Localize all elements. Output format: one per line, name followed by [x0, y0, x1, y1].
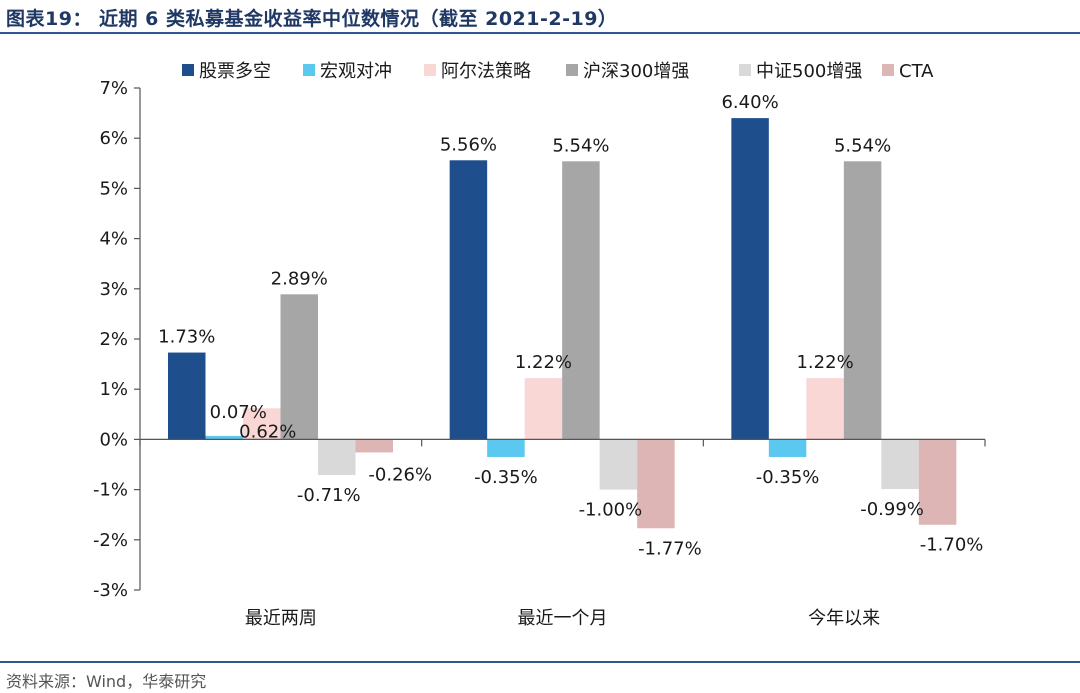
bar	[168, 352, 206, 440]
bar-value-label: 5.56%	[440, 134, 497, 155]
legend-label: 中证500增强	[756, 61, 862, 82]
y-tick-label: -3%	[93, 580, 128, 601]
bar-value-label: -1.70%	[920, 535, 984, 556]
y-tick-label: 5%	[99, 178, 128, 199]
bar	[449, 160, 488, 440]
bar-value-label: -1.77%	[638, 538, 702, 559]
bar-value-label: -1.00%	[579, 500, 643, 521]
source-rule	[0, 661, 1080, 663]
y-tick-label: 7%	[99, 78, 128, 99]
y-tick-label: 6%	[99, 128, 128, 149]
y-tick-label: 1%	[99, 379, 128, 400]
legend-label: 阿尔法策略	[441, 61, 531, 82]
bar-value-label: -0.71%	[297, 485, 361, 506]
bars	[168, 118, 957, 529]
legend-label: 宏观对冲	[320, 61, 392, 82]
legend-label: 股票多空	[199, 61, 271, 82]
bar-value-label: 0.62%	[239, 421, 296, 442]
bar	[205, 435, 243, 440]
bar	[355, 439, 393, 453]
bar	[731, 118, 769, 440]
legend-swatch	[303, 64, 315, 76]
bar-chart: 股票多空 宏观对冲 阿尔法策略 沪深300增强 中证500增强 CTA 7% 6% 5% 4% 3…	[93, 61, 986, 629]
bar	[843, 161, 882, 440]
legend-label: CTA	[899, 61, 934, 82]
source-note: 资料来源：Wind，华泰研究	[6, 672, 207, 691]
bar-value-label: -0.26%	[368, 464, 432, 485]
bar-value-label: 5.54%	[834, 135, 891, 156]
title-rule	[0, 32, 1080, 34]
category-label: 今年以来	[808, 608, 880, 629]
bar-value-label: 5.54%	[552, 135, 609, 156]
bar-value-label: 6.40%	[721, 92, 778, 113]
figure-title: 图表19： 近期 6 类私募基金收益率中位数情况（截至 2021-2-19）	[6, 8, 618, 30]
bar	[524, 378, 563, 440]
y-tick-label: 3%	[99, 279, 128, 300]
bar	[318, 439, 356, 476]
legend-swatch	[566, 64, 578, 76]
bar	[637, 439, 675, 529]
category-labels: 最近两周 最近一个月 今年以来	[245, 608, 880, 629]
y-tick-label: -2%	[93, 530, 128, 551]
legend-swatch	[424, 64, 436, 76]
legend-label: 沪深300增强	[583, 61, 689, 82]
x-axis	[139, 438, 986, 447]
bar-value-label: 0.07%	[210, 402, 267, 423]
bar-value-label: 1.22%	[796, 352, 853, 373]
legend: 股票多空 宏观对冲 阿尔法策略 沪深300增强 中证500增强 CTA	[182, 61, 934, 82]
bar	[243, 408, 281, 440]
bar	[280, 294, 318, 440]
y-tick-label: 4%	[99, 229, 128, 250]
bar-value-label: -0.99%	[860, 499, 924, 520]
y-tick-label: -1%	[93, 480, 128, 501]
data-labels: 1.73% 0.07%0.62% 2.89% -0.71% -0.26% 5.56% -0.…	[158, 92, 983, 559]
category-label: 最近一个月	[518, 608, 608, 629]
bar	[881, 439, 919, 490]
bar-value-label: 1.22%	[515, 352, 572, 373]
bar-value-label: 2.89%	[271, 268, 328, 289]
bar	[768, 439, 807, 457]
bar	[599, 439, 638, 490]
legend-swatch	[739, 64, 751, 76]
bar	[918, 439, 957, 525]
x-ticks	[139, 439, 986, 447]
bar	[562, 161, 600, 440]
y-axis: 7% 6% 5% 4% 3% 2% 1% 0% -1% -2% -3%	[93, 78, 141, 601]
bar-value-label: -0.35%	[756, 467, 820, 488]
bar-value-label: -0.35%	[474, 467, 538, 488]
y-tick-label: 0%	[99, 429, 128, 450]
bar-value-label: 1.73%	[158, 327, 215, 348]
legend-swatch	[182, 64, 194, 76]
bar	[806, 378, 844, 440]
category-label: 最近两周	[245, 608, 317, 629]
y-ticks: 7% 6% 5% 4% 3% 2% 1% 0% -1% -2% -3%	[93, 78, 140, 601]
bar	[487, 439, 525, 457]
y-tick-label: 2%	[99, 329, 128, 350]
legend-swatch	[882, 64, 894, 76]
